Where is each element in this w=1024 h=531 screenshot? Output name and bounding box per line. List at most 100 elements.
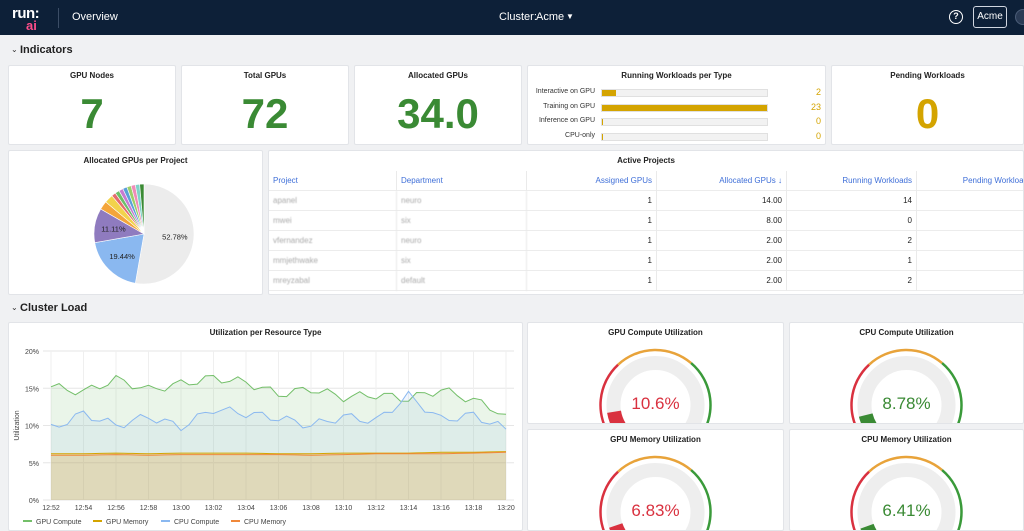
panel-utilization-chart: Utilization per Resource Type 0% 5% 10% 15%… [8, 322, 523, 531]
pie-slice[interactable] [139, 183, 145, 235]
legend-swatch [23, 520, 32, 522]
workload-row: Training on GPU 23 [533, 101, 825, 114]
table-row[interactable]: vfernandez neuro 1 2.00 2 [269, 231, 1023, 251]
series-line[interactable] [51, 451, 507, 455]
column-header[interactable]: Running Workloads [787, 171, 917, 191]
x-tick-label: 12:58 [140, 505, 158, 512]
cluster-selector[interactable]: Acme [536, 11, 565, 23]
workload-bar-track [601, 132, 768, 141]
tenant-button[interactable]: Acme [973, 6, 1007, 28]
gauge [599, 455, 712, 530]
gauge [599, 348, 712, 423]
gauge-threshold [868, 348, 943, 366]
panel-title: Utilization per Resource Type [209, 328, 322, 337]
panel-title: GPU Compute Utilization [608, 328, 703, 337]
workload-type-label: CPU-only [565, 131, 595, 139]
gauge-value: 10.6% [631, 394, 680, 413]
gauge-threshold [599, 470, 619, 530]
table-row[interactable]: mreyzabal default 1 2.00 2 [269, 271, 1023, 291]
caret-down-icon[interactable]: ▼ [566, 12, 574, 21]
runai-logo[interactable]: run: ai [12, 5, 44, 33]
panel-title: Total GPUs [243, 71, 287, 80]
x-tick-label: 13:00 [172, 505, 190, 512]
legend-label[interactable]: CPU Compute [174, 519, 219, 526]
stat-value: 72 [241, 90, 289, 137]
gauge-track [857, 463, 956, 530]
table-row[interactable]: mmjethwake six 1 2.00 1 [269, 251, 1023, 271]
column-header[interactable]: Assigned GPUs [527, 171, 657, 191]
x-tick-label: 13:02 [205, 505, 223, 512]
page-title[interactable]: Overview [72, 11, 118, 23]
table-row[interactable]: mwei six 1 8.00 0 [269, 211, 1023, 231]
panel-title: Allocated GPUs [407, 71, 468, 80]
section-title: Indicators [20, 44, 73, 56]
section-header-indicators[interactable]: ⌄ Indicators [0, 41, 1024, 61]
gauge-threshold [941, 469, 963, 530]
table-cell: 1 [527, 191, 657, 211]
table-cell: mreyzabal [269, 271, 397, 291]
legend-label[interactable]: CPU Memory [244, 519, 287, 526]
workload-bar [602, 133, 603, 140]
table-cell: 2.00 [657, 251, 787, 271]
table-cell: 14 [787, 191, 917, 211]
table-cell: apanel [269, 191, 397, 211]
gauge-track [606, 463, 705, 530]
panel-allocated-gpus: Allocated GPUs 34.0 [354, 65, 522, 145]
workload-row: Inference on GPU 0 [533, 116, 825, 128]
chevron-down-icon[interactable]: ⌄ [11, 45, 18, 54]
y-tick-label: 20% [25, 349, 39, 356]
gauge-threshold [690, 362, 712, 423]
gauge-fill [609, 523, 626, 530]
gauge-value: 6.41% [882, 501, 931, 520]
workload-bar [602, 104, 767, 111]
column-header[interactable]: Pending Workloads [917, 171, 1023, 191]
divider [58, 8, 59, 28]
y-axis-label: Utilization [14, 410, 21, 440]
chevron-down-icon[interactable]: ⌄ [11, 303, 18, 312]
panel-title: CPU Memory Utilization [861, 435, 952, 444]
column-header[interactable]: Project [269, 171, 397, 191]
panel-running-workloads: Running Workloads per Type Interactive o… [527, 65, 826, 145]
gauge-value: 8.78% [882, 394, 931, 413]
section-title: Cluster Load [20, 302, 88, 314]
workload-bar [602, 119, 603, 125]
workload-row: Interactive on GPU 2 [533, 87, 825, 99]
x-tick-label: 13:18 [465, 505, 483, 512]
gauge-threshold [868, 455, 943, 473]
panel-title: Allocated GPUs per Project [83, 156, 188, 165]
panel-cpu-compute-utilization: CPU Compute Utilization 8.78% [789, 322, 1024, 424]
table-cell: mwei [269, 211, 397, 231]
panel-allocated-gpus-per-project: Allocated GPUs per Project 52.78% 19.44% 1… [8, 150, 263, 295]
series-line[interactable] [50, 374, 507, 415]
y-tick-label: 5% [29, 461, 39, 468]
legend-swatch [161, 520, 170, 522]
column-header[interactable]: Allocated GPUs ↓ [657, 171, 787, 191]
pie-slice[interactable] [134, 183, 195, 285]
table-cell: neuro [397, 191, 527, 211]
column-header[interactable]: Department [397, 171, 527, 191]
table-cell: 2.00 [657, 271, 787, 291]
series-area [51, 451, 506, 500]
x-tick-label: 13:20 [497, 505, 515, 512]
y-tick-label: 0% [29, 498, 39, 505]
panel-title: CPU Compute Utilization [859, 328, 954, 337]
legend-label[interactable]: GPU Memory [106, 519, 149, 526]
gauge-track [857, 356, 956, 423]
workload-count: 0 [815, 130, 821, 141]
table-row[interactable]: apanel neuro 1 14.00 14 [269, 191, 1023, 211]
x-tick-label: 13:12 [367, 505, 385, 512]
pie-slice[interactable] [94, 233, 145, 284]
workload-count: 0 [815, 116, 821, 126]
series-line[interactable] [51, 451, 507, 456]
avatar[interactable] [1015, 9, 1024, 25]
help-icon[interactable]: ? [949, 10, 963, 24]
top-bar: run: ai Overview Cluster: Acme ▼ ? Acme [0, 0, 1024, 35]
legend-label[interactable]: GPU Compute [36, 519, 82, 526]
panel-gpu-nodes: GPU Nodes 7 [8, 65, 176, 145]
y-tick-label: 15% [25, 386, 39, 393]
workload-count: 23 [810, 101, 821, 112]
stat-value: 7 [80, 90, 104, 137]
section-header-cluster-load[interactable]: ⌄ Cluster Load [0, 299, 1024, 319]
table-cell: 2 [787, 271, 917, 291]
series-line[interactable] [50, 390, 507, 432]
